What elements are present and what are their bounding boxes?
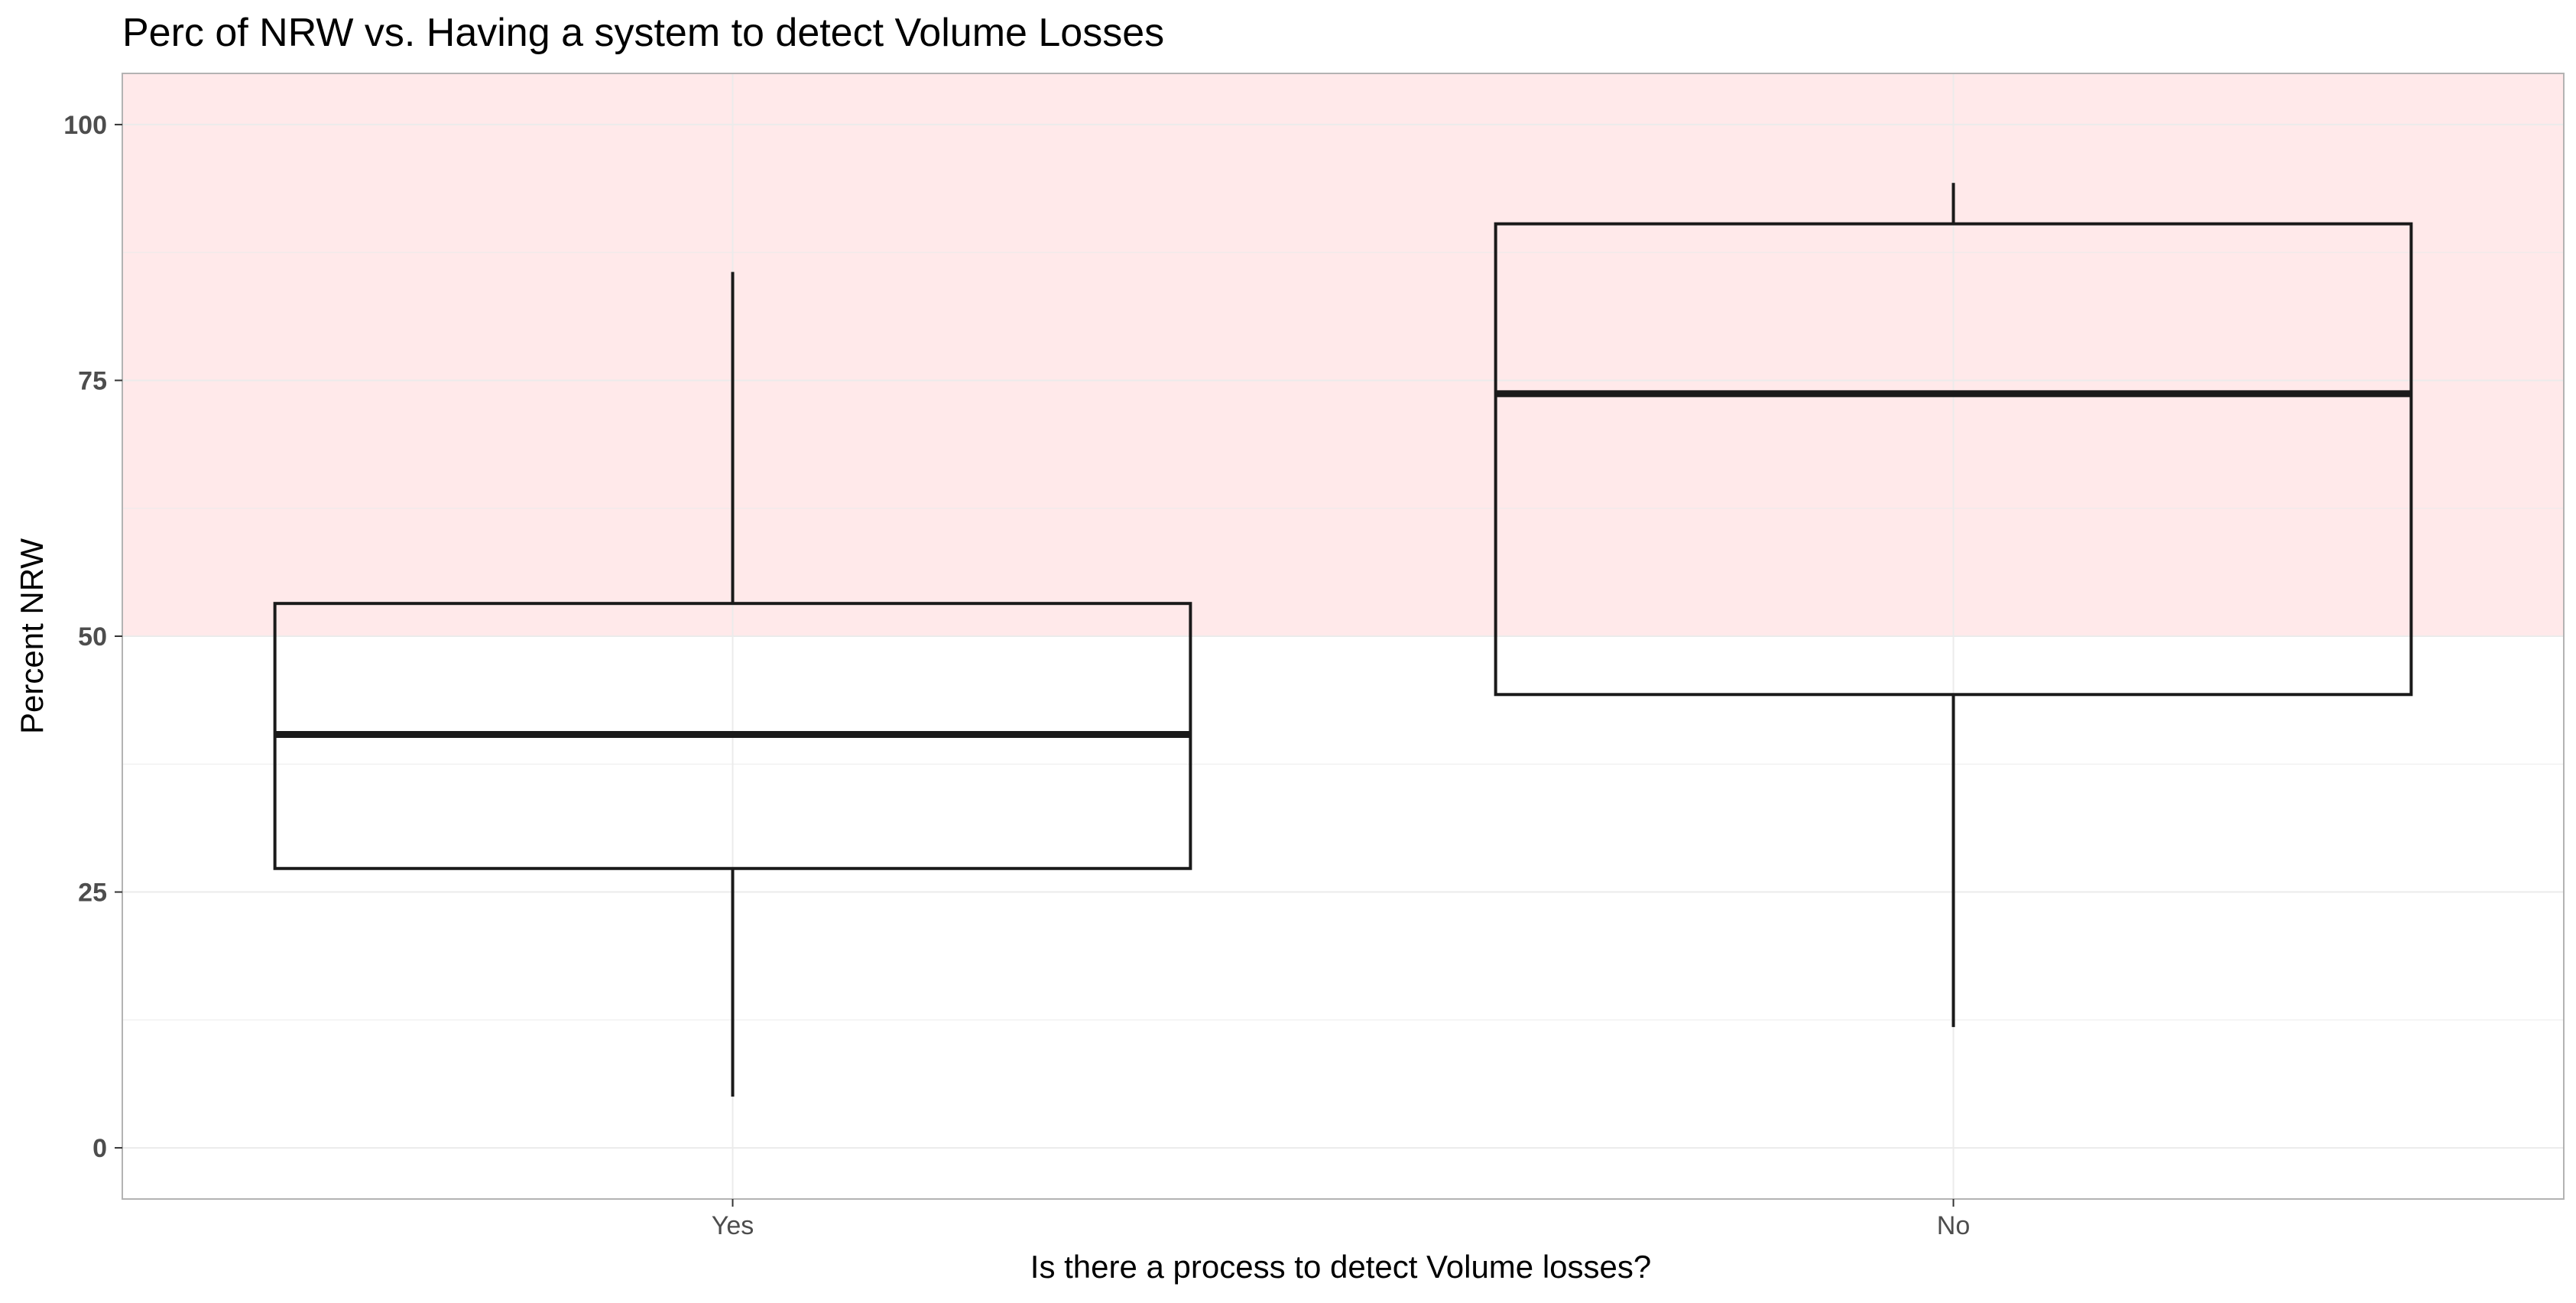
x-axis-title: Is there a process to detect Volume loss…	[1030, 1249, 1651, 1285]
y-axis-title: Percent NRW	[14, 538, 50, 734]
highlight-band	[122, 73, 2564, 636]
y-tick-label: 75	[78, 366, 107, 395]
x-tick-label: No	[1937, 1211, 1970, 1240]
box-iqr	[1494, 222, 2413, 697]
plot-area: 0 25 50 75 100 Yes No	[63, 73, 2565, 1240]
chart-title: Perc of NRW vs. Having a system to detec…	[122, 11, 1164, 55]
y-tick-label: 0	[92, 1134, 107, 1163]
y-tick-label: 25	[78, 879, 107, 908]
y-tick-label: 100	[63, 111, 107, 140]
x-tick-label: Yes	[712, 1211, 754, 1240]
y-tick-label: 50	[78, 622, 107, 652]
